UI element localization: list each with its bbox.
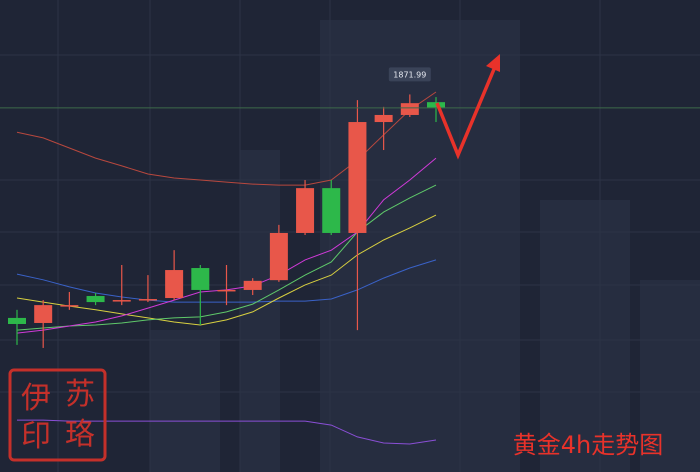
indicator-line bbox=[16, 214, 437, 326]
stamp-char: 苏 bbox=[65, 377, 95, 412]
candle-body bbox=[269, 232, 288, 281]
candle-body bbox=[165, 270, 184, 299]
candle-body bbox=[34, 305, 53, 323]
candle-body bbox=[348, 122, 367, 233]
candle-body bbox=[217, 289, 236, 292]
arrow-head bbox=[486, 54, 500, 72]
candle-body bbox=[86, 296, 105, 303]
high-label: 1871.99 bbox=[393, 70, 426, 79]
candle-body bbox=[138, 299, 157, 301]
stamp-char: 印 bbox=[21, 419, 51, 454]
stamp-border bbox=[8, 368, 107, 462]
trend-arrow bbox=[435, 61, 499, 160]
stamp-char: 伊 bbox=[21, 381, 51, 416]
candle-body bbox=[243, 280, 262, 290]
candle-body bbox=[374, 114, 393, 123]
candle-body bbox=[191, 268, 210, 290]
plot-area: 1871.99 bbox=[0, 67, 700, 445]
candle-body bbox=[296, 188, 315, 233]
candle-body bbox=[400, 103, 419, 115]
building-backdrop bbox=[150, 20, 700, 472]
stamp-char: 珞 bbox=[65, 417, 95, 452]
candle-body bbox=[112, 300, 131, 302]
candle-body bbox=[322, 188, 341, 233]
candle-body bbox=[60, 305, 79, 307]
stamp: 伊 苏 印 珞 bbox=[8, 368, 107, 462]
indicator-line bbox=[17, 419, 437, 445]
candle-body bbox=[8, 317, 26, 324]
high-label-box bbox=[388, 67, 431, 82]
chart-title: 黄金4h走势图 bbox=[513, 431, 663, 459]
